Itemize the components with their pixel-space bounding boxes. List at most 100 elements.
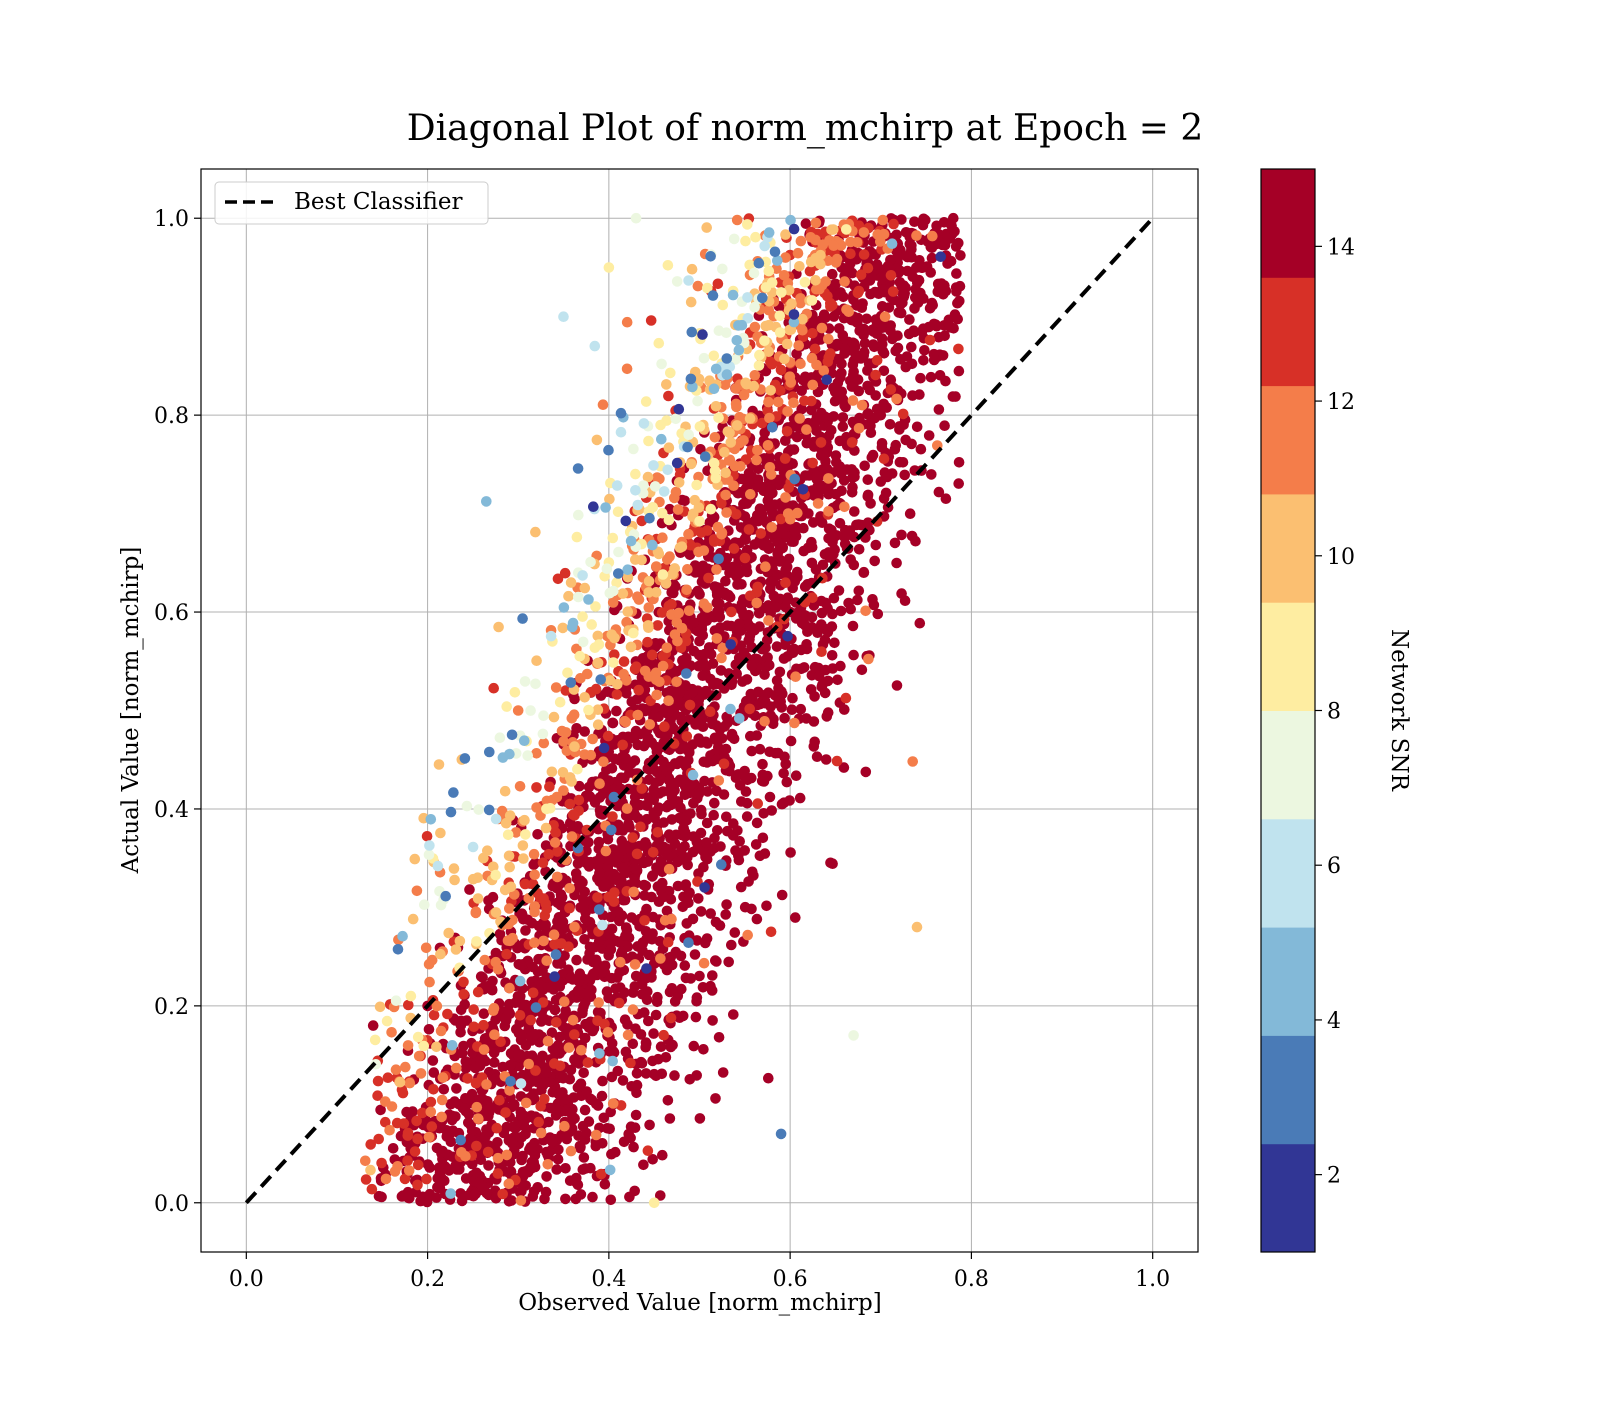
scatter-point [786, 704, 798, 715]
scatter-point [878, 228, 890, 240]
scatter-point [688, 797, 699, 809]
scatter-point [711, 633, 723, 644]
scatter-point [420, 942, 432, 954]
scatter-point [373, 1133, 385, 1145]
scatter-point [826, 650, 838, 661]
scatter-point [646, 649, 658, 661]
scatter-point [625, 535, 637, 547]
scatter-point [553, 1088, 565, 1100]
scatter-point [511, 1023, 522, 1035]
scatter-point [577, 1005, 588, 1016]
scatter-point [502, 935, 514, 946]
scatter-point [772, 255, 783, 266]
scatter-point [763, 1072, 774, 1084]
scatter-point [740, 786, 752, 797]
scatter-point [862, 474, 874, 486]
scatter-point [687, 381, 698, 393]
scatter-point [628, 1141, 639, 1153]
scatter-point [693, 788, 705, 800]
scatter-point [380, 1116, 391, 1128]
scatter-point [776, 889, 788, 901]
scatter-point [512, 942, 523, 954]
scatter-point [412, 1159, 424, 1171]
scatter-point [652, 827, 663, 838]
scatter-point [862, 365, 873, 376]
scatter-point [703, 572, 714, 584]
scatter-point [461, 800, 473, 812]
scatter-point [547, 1043, 559, 1054]
scatter-point [692, 395, 703, 407]
scatter-point [798, 545, 809, 557]
scatter-point [948, 212, 959, 224]
scatter-point [711, 597, 723, 609]
scatter-point [781, 338, 793, 350]
scatter-point [887, 333, 898, 345]
scatter-point [853, 285, 865, 297]
scatter-point [743, 524, 755, 535]
scatter-point [691, 992, 703, 1003]
scatter-point [862, 262, 874, 274]
scatter-point [560, 1105, 572, 1117]
scatter-point [783, 553, 795, 565]
scatter-point [928, 348, 940, 360]
scatter-points [360, 212, 966, 1209]
scatter-point [495, 1036, 506, 1047]
scatter-point [550, 682, 562, 693]
scatter-point [605, 944, 617, 955]
scatter-point [695, 906, 707, 917]
scatter-point [715, 622, 726, 633]
scatter-point [775, 364, 787, 376]
scatter-point [537, 728, 549, 740]
scatter-point [460, 1093, 471, 1104]
scatter-point [891, 229, 902, 241]
scatter-point [683, 888, 694, 899]
scatter-point [560, 685, 572, 696]
scatter-point [644, 1119, 655, 1131]
scatter-point [872, 608, 884, 620]
scatter-point [578, 1067, 589, 1079]
scatter-point [712, 606, 723, 617]
scatter-point [701, 817, 713, 829]
scatter-point [458, 989, 470, 1000]
scatter-point [631, 1087, 642, 1099]
scatter-point [656, 607, 668, 618]
scatter-point [823, 333, 834, 345]
scatter-point [920, 214, 931, 226]
scatter-point [397, 1190, 409, 1201]
scatter-point [712, 587, 723, 598]
colorbar-bin [1261, 1035, 1315, 1145]
scatter-point [653, 548, 665, 560]
scatter-point [911, 230, 922, 241]
scatter-point [607, 1098, 619, 1109]
scatter-point [865, 420, 876, 432]
scatter-point [742, 313, 754, 324]
scatter-point [512, 705, 524, 716]
scatter-point [947, 391, 959, 402]
scatter-point [538, 737, 550, 749]
scatter-point [556, 938, 567, 949]
scatter-point [939, 280, 950, 291]
scatter-point [554, 981, 566, 992]
scatter-point [620, 1046, 632, 1058]
scatter-point [587, 1191, 598, 1203]
scatter-point [411, 1115, 422, 1127]
scatter-point [861, 313, 872, 325]
scatter-point [819, 634, 831, 646]
scatter-point [423, 958, 435, 970]
scatter-point [600, 502, 611, 513]
scatter-point [600, 845, 612, 857]
scatter-point [702, 786, 713, 797]
scatter-point [717, 642, 728, 654]
scatter-point [579, 1104, 591, 1116]
scatter-point [515, 959, 527, 971]
scatter-point [468, 1004, 480, 1015]
scatter-point [726, 939, 737, 951]
y-tick-label: 0.2 [154, 995, 189, 1020]
scatter-point [558, 785, 569, 796]
scatter-point [571, 723, 582, 734]
scatter-point [572, 882, 584, 893]
scatter-point [806, 295, 818, 306]
scatter-point [730, 354, 741, 365]
scatter-point [730, 509, 742, 520]
scatter-point [846, 464, 857, 475]
